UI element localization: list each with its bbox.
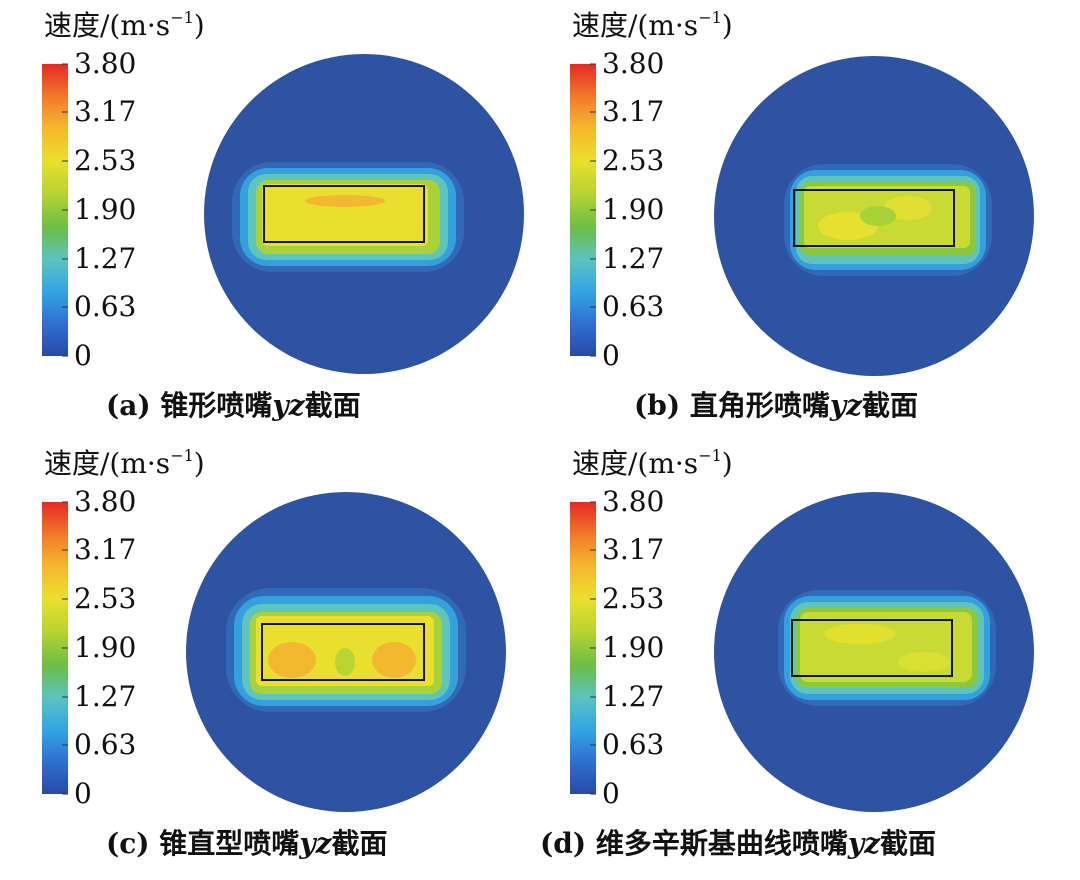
tick-label: 0.63 (602, 728, 665, 761)
tick-label: 0 (74, 777, 92, 810)
colorbar-title: 速度/(m·s−1) (572, 8, 733, 42)
tick-label: 2.53 (602, 144, 665, 177)
tick-label: 0.63 (602, 290, 665, 323)
tick-label: 2.53 (602, 582, 665, 615)
colorbar-ticks (590, 501, 596, 795)
nozzle-outline (263, 185, 425, 243)
colorbar-title: 速度/(m·s−1) (44, 446, 205, 480)
panel-c: 速度/(m·s−1) (0, 438, 540, 878)
nozzle-outline (791, 619, 953, 677)
tick-label: 1.90 (74, 193, 137, 226)
panel-caption: (d) 维多辛斯基曲线喷嘴yz截面 (540, 827, 937, 860)
colorbar-title: 速度/(m·s−1) (44, 8, 205, 42)
contour-plot (42, 54, 524, 374)
panel-a: 速度/(m·s−1) 3.80 (0, 0, 540, 440)
tick-label: 3.80 (602, 47, 665, 80)
tick-label: 1.90 (74, 631, 137, 664)
tick-label: 3.17 (74, 533, 137, 566)
tick-label: 1.90 (602, 193, 665, 226)
colorbar-ticks (62, 501, 68, 795)
tick-label: 0 (74, 339, 92, 372)
tick-label: 0.63 (74, 728, 137, 761)
tick-label: 3.17 (74, 95, 137, 128)
tick-label: 1.27 (74, 680, 137, 713)
panel-d: 速度/(m·s−1) (528, 438, 1068, 878)
colorbar-ticks (62, 63, 68, 357)
tick-label: 3.17 (602, 533, 665, 566)
contour-plot (42, 492, 506, 812)
tick-label: 1.90 (602, 631, 665, 664)
tick-label: 2.53 (74, 144, 137, 177)
tick-label: 3.80 (602, 485, 665, 518)
colorbar-title: 速度/(m·s−1) (572, 446, 733, 480)
tick-label: 1.27 (602, 680, 665, 713)
panel-caption: (c) 锥直型喷嘴yz截面 (106, 827, 388, 860)
tick-label: 1.27 (602, 242, 665, 275)
tick-label: 3.80 (74, 47, 137, 80)
tick-label: 0 (602, 339, 620, 372)
nozzle-outline (261, 623, 425, 681)
contour-plot (570, 492, 1034, 812)
velocity-field (784, 164, 992, 276)
tick-label: 2.53 (74, 582, 137, 615)
contour-plot (570, 56, 1034, 376)
panel-b: 速度/(m·s−1) (528, 0, 1068, 440)
tick-label: 3.17 (602, 95, 665, 128)
panel-caption: (a) 锥形喷嘴yz截面 (106, 389, 361, 422)
tick-label: 0 (602, 777, 620, 810)
tick-label: 0.63 (74, 290, 137, 323)
velocity-field (232, 162, 464, 272)
panel-caption: (b) 直角形喷嘴yz截面 (634, 389, 919, 422)
nozzle-outline (793, 189, 955, 247)
tick-label: 1.27 (74, 242, 137, 275)
velocity-field (778, 590, 996, 706)
colorbar-ticks (590, 63, 596, 357)
tick-label: 3.80 (74, 485, 137, 518)
